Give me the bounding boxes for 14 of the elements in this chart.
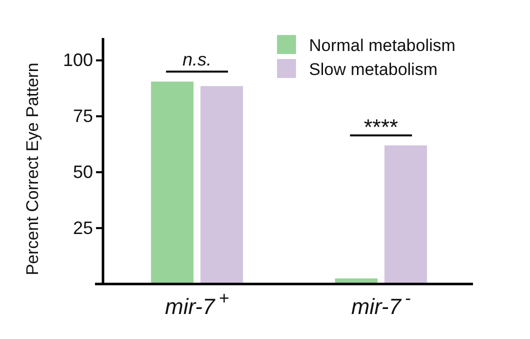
annotation: **** bbox=[364, 114, 399, 140]
y-tick-label: 75 bbox=[72, 106, 93, 126]
bar bbox=[200, 86, 243, 284]
annotation: n.s. bbox=[182, 50, 212, 70]
bar bbox=[384, 145, 427, 284]
bar bbox=[151, 82, 194, 284]
legend-label: Slow metabolism bbox=[309, 60, 438, 79]
x-tick-label: mir-7$^{+}$ bbox=[165, 288, 229, 319]
y-tick-label: 25 bbox=[72, 218, 93, 238]
y-tick-label: 100 bbox=[62, 50, 93, 70]
legend-label: Normal metabolism bbox=[309, 36, 456, 55]
x-tick-label: mir-7$^{-}$ bbox=[351, 288, 411, 319]
y-axis-title: Percent Correct Eye Pattern bbox=[23, 62, 42, 276]
y-tick-label: 50 bbox=[72, 162, 93, 182]
